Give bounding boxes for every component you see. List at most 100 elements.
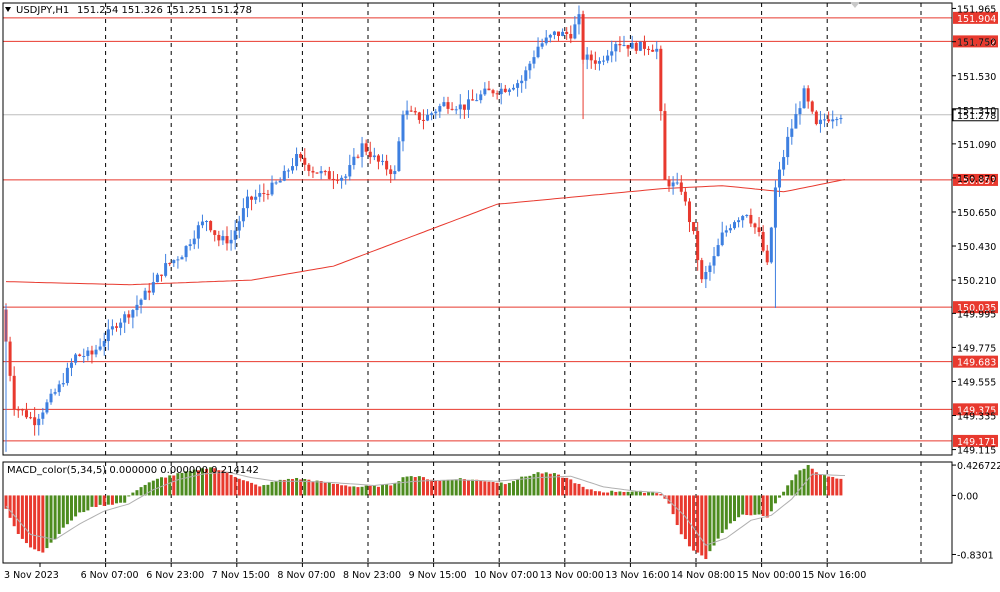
collapse-triangle-icon[interactable] bbox=[5, 7, 11, 12]
bull-candle bbox=[540, 43, 544, 47]
macd-bar bbox=[581, 486, 585, 496]
bull-candle bbox=[106, 329, 110, 342]
bear-candle bbox=[209, 221, 213, 231]
macd-bar bbox=[237, 478, 241, 496]
macd-bar bbox=[700, 495, 704, 556]
macd-bar bbox=[98, 495, 102, 505]
macd-bar bbox=[356, 487, 360, 496]
bear-candle bbox=[217, 234, 221, 241]
bull-candle bbox=[507, 89, 511, 92]
level-tag bbox=[953, 434, 998, 447]
macd-bar bbox=[438, 480, 442, 496]
macd-bar bbox=[818, 474, 822, 496]
bear-candle bbox=[29, 417, 33, 419]
bull-candle bbox=[732, 222, 736, 229]
level-tag bbox=[953, 301, 998, 314]
bull-candle bbox=[352, 156, 356, 166]
macd-bar bbox=[200, 468, 204, 496]
bull-candle bbox=[778, 169, 782, 188]
macd-panel-frame bbox=[2, 461, 953, 564]
bull-candle bbox=[655, 48, 659, 52]
bear-candle bbox=[667, 179, 671, 187]
bear-candle bbox=[663, 111, 667, 180]
macd-bar bbox=[741, 495, 745, 515]
bear-candle bbox=[356, 156, 360, 158]
macd-tick-label: 0.00 bbox=[957, 491, 978, 502]
bull-candle bbox=[258, 193, 262, 197]
chart-header: USDJPY,H1 151.254 151.326 151.251 151.27… bbox=[5, 5, 252, 16]
bull-candle bbox=[782, 157, 786, 170]
macd-bar bbox=[446, 479, 450, 496]
bull-candle bbox=[401, 114, 405, 142]
bull-candle bbox=[397, 141, 401, 172]
symbol-label: USDJPY,H1 bbox=[16, 5, 69, 16]
macd-bar bbox=[773, 495, 777, 504]
bull-candle bbox=[49, 393, 53, 403]
bull-candle bbox=[614, 44, 618, 52]
bear-candle bbox=[323, 171, 327, 173]
macd-bar bbox=[344, 485, 348, 496]
level-tag bbox=[953, 173, 998, 186]
macd-bar bbox=[708, 495, 712, 552]
bull-candle bbox=[270, 182, 274, 195]
macd-bar bbox=[209, 467, 213, 496]
bear-candle bbox=[421, 119, 425, 121]
macd-indicator-label: MACD_color(5,34,5) 0.000000 0.000000 0.2… bbox=[7, 465, 259, 476]
price-tick-label: 149.555 bbox=[957, 377, 996, 388]
macd-bar bbox=[532, 473, 536, 496]
bull-candle bbox=[381, 160, 385, 162]
bear-candle bbox=[160, 274, 164, 276]
macd-bar bbox=[311, 481, 315, 496]
macd-bar bbox=[511, 481, 515, 496]
time-tick-label: 8 Nov 23:00 bbox=[343, 570, 401, 581]
bear-candle bbox=[385, 160, 389, 170]
macd-bar bbox=[123, 495, 127, 503]
bull-candle bbox=[524, 70, 528, 81]
macd-bar bbox=[499, 482, 503, 496]
bear-candle bbox=[266, 193, 270, 195]
macd-bar bbox=[213, 468, 217, 496]
bear-candle bbox=[557, 31, 561, 36]
macd-bar bbox=[659, 494, 663, 496]
bull-candle bbox=[110, 326, 114, 330]
macd-bar bbox=[737, 495, 741, 518]
macd-bar bbox=[327, 482, 331, 496]
bull-candle bbox=[823, 119, 827, 121]
time-tick-label: 15 Nov 16:00 bbox=[802, 570, 866, 581]
bull-candle bbox=[552, 31, 556, 35]
bear-candle bbox=[315, 172, 319, 174]
macd-bar bbox=[757, 495, 761, 515]
bull-candle bbox=[585, 54, 589, 60]
macd-bar bbox=[810, 468, 814, 496]
bull-candle bbox=[57, 384, 61, 393]
time-tick-label: 13 Nov 16:00 bbox=[605, 570, 669, 581]
bull-candle bbox=[786, 136, 790, 158]
price-tick-label: 151.310 bbox=[957, 106, 996, 117]
macd-bar bbox=[454, 479, 458, 496]
bull-candle bbox=[131, 310, 135, 318]
macd-bar bbox=[458, 478, 462, 496]
bear-candle bbox=[749, 214, 753, 224]
macd-bar bbox=[135, 490, 139, 496]
bull-candle bbox=[442, 102, 446, 107]
macd-bar bbox=[381, 484, 385, 496]
macd-bar bbox=[647, 492, 651, 496]
macd-bar bbox=[790, 480, 794, 496]
macd-bar bbox=[827, 476, 831, 496]
bull-candle bbox=[319, 171, 323, 174]
bull-candle bbox=[233, 230, 237, 240]
bull-candle bbox=[745, 214, 749, 217]
macd-bar bbox=[761, 495, 765, 516]
macd-bar bbox=[74, 495, 78, 517]
bull-candle bbox=[544, 37, 548, 44]
macd-bar bbox=[119, 495, 123, 503]
macd-bar bbox=[49, 495, 53, 543]
bull-candle bbox=[716, 245, 720, 257]
bear-candle bbox=[368, 151, 372, 158]
macd-tick-label: -0.8301 bbox=[957, 550, 994, 561]
bull-candle bbox=[151, 282, 155, 293]
scroll-corner-icon[interactable] bbox=[850, 2, 860, 8]
macd-bar bbox=[409, 476, 413, 496]
macd-bar bbox=[466, 479, 470, 496]
